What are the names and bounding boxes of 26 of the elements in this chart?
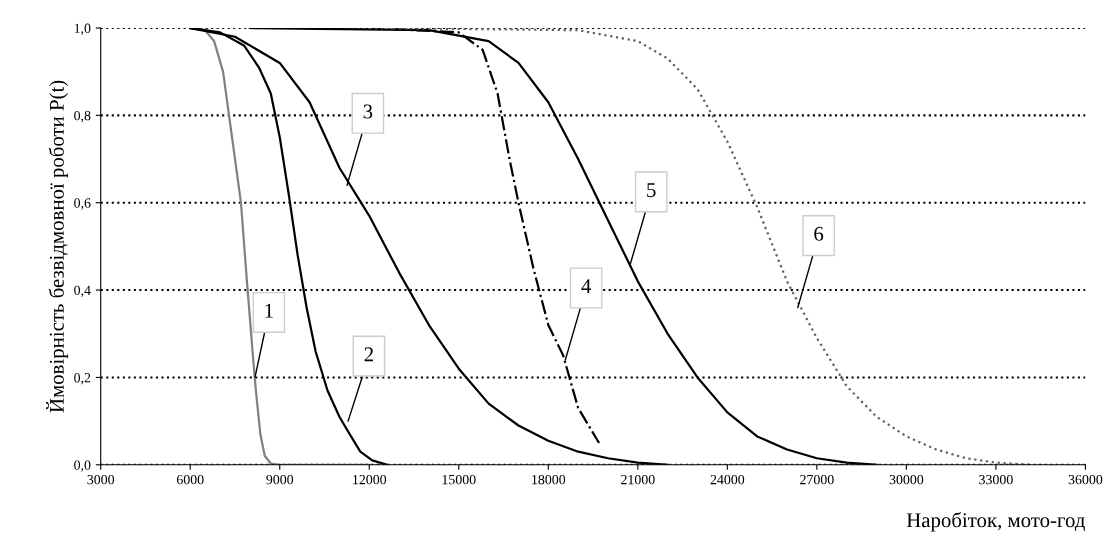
x-tick-label: 21000	[621, 474, 655, 485]
y-tick-label: 0,8	[74, 110, 91, 123]
x-tick-label: 12000	[353, 474, 387, 485]
y-tick-label: 0,6	[74, 198, 91, 210]
annotation: 6	[814, 226, 824, 241]
y-axis-title: Ймовірність безвідмовної роботи P(t)	[46, 80, 69, 413]
x-tick-label: 15000	[442, 474, 476, 485]
x-tick-label: 24000	[710, 474, 745, 485]
annotation: 4	[581, 279, 592, 294]
x-tick-label: 30000	[889, 474, 924, 485]
y-tick-label: 0,0	[74, 460, 91, 472]
x-tick-label: 9000	[266, 474, 294, 485]
annotation: 1	[265, 303, 273, 318]
x-tick-label: 18000	[532, 474, 566, 485]
x-tick-label: 3000	[87, 474, 115, 485]
x-tick-label: 36000	[1068, 474, 1103, 485]
annotation: 2	[364, 347, 373, 362]
y-tick-label: 0,4	[74, 285, 91, 298]
x-tick-label: 6000	[176, 474, 204, 485]
x-tick-label: 27000	[800, 474, 834, 485]
y-tick-label: 0,2	[74, 373, 91, 385]
x-axis-title: Наробіток, мото-год	[906, 512, 1085, 532]
y-tick-label: 1,0	[74, 23, 91, 35]
x-tick-label: 33000	[979, 474, 1013, 485]
annotation: 5	[647, 183, 656, 198]
annotation: 3	[363, 104, 373, 119]
